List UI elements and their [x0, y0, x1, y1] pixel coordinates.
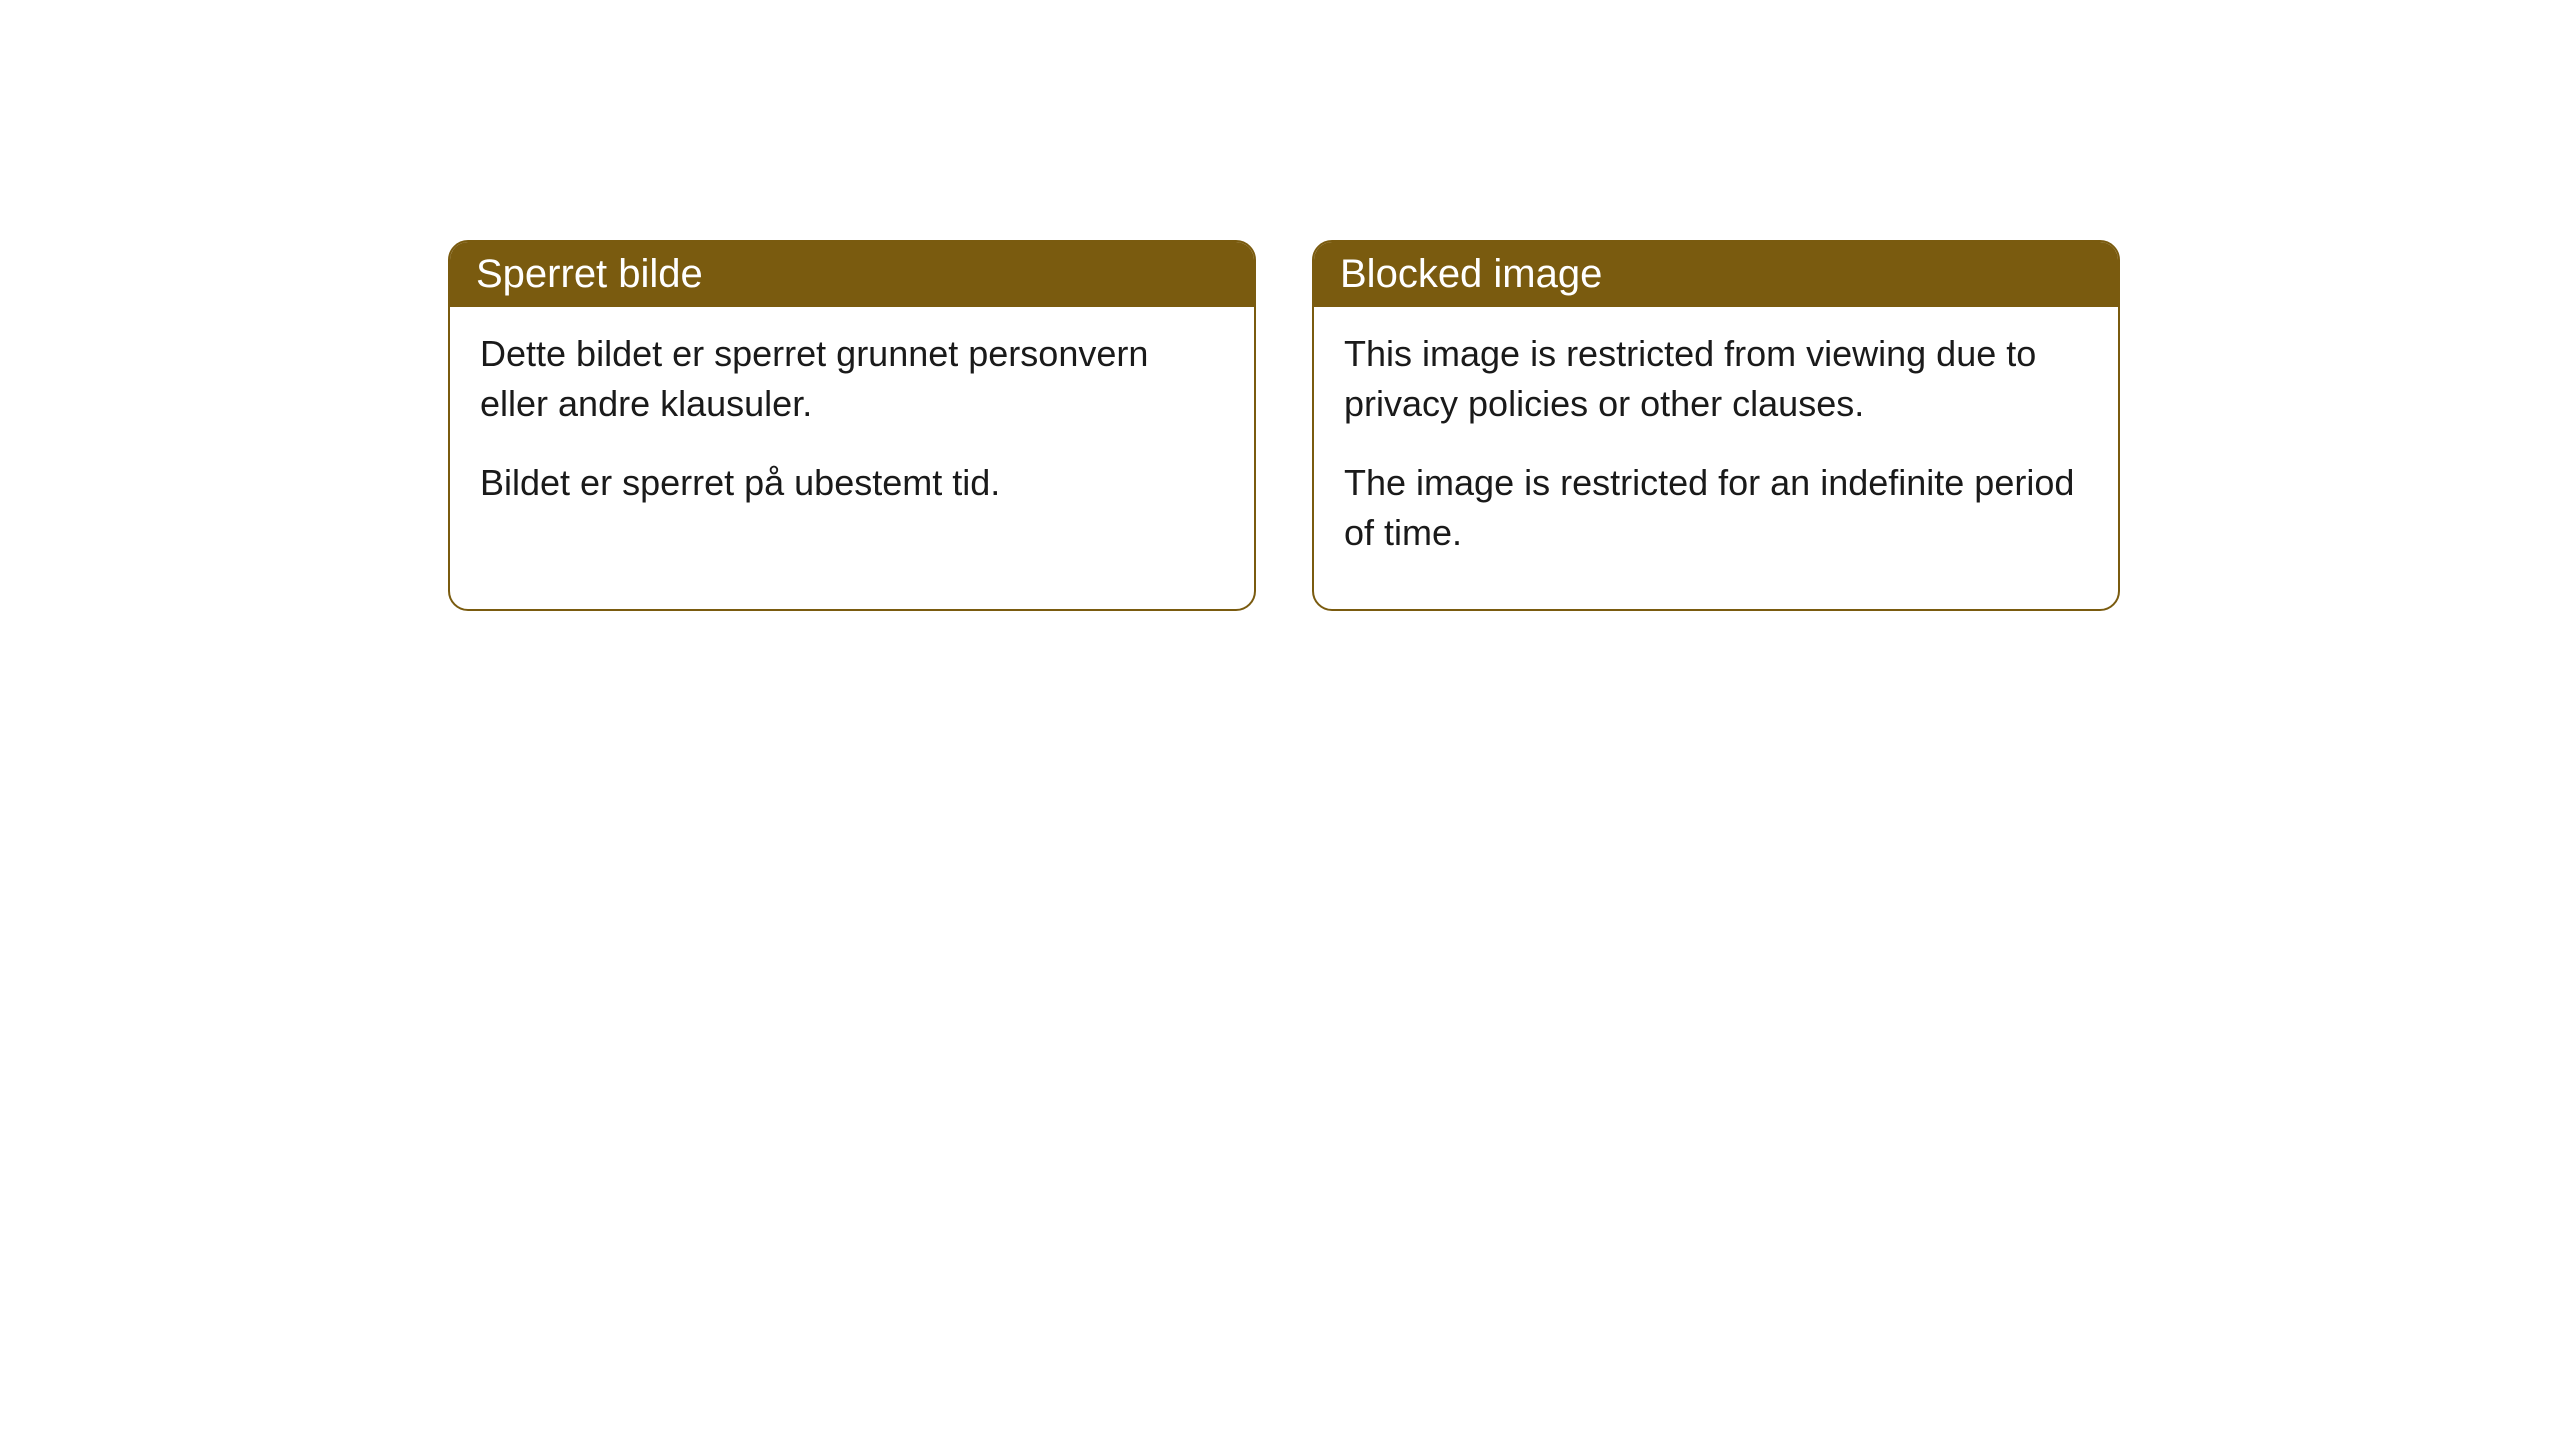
card-paragraph: Bildet er sperret på ubestemt tid.	[480, 458, 1224, 508]
notice-container: Sperret bilde Dette bildet er sperret gr…	[448, 240, 2120, 611]
card-title: Blocked image	[1340, 252, 1602, 296]
card-paragraph: The image is restricted for an indefinit…	[1344, 458, 2088, 559]
card-header: Sperret bilde	[450, 242, 1254, 307]
card-paragraph: This image is restricted from viewing du…	[1344, 329, 2088, 430]
card-title: Sperret bilde	[476, 252, 703, 296]
card-body: Dette bildet er sperret grunnet personve…	[450, 307, 1254, 558]
card-header: Blocked image	[1314, 242, 2118, 307]
notice-card-english: Blocked image This image is restricted f…	[1312, 240, 2120, 611]
notice-card-norwegian: Sperret bilde Dette bildet er sperret gr…	[448, 240, 1256, 611]
card-body: This image is restricted from viewing du…	[1314, 307, 2118, 609]
card-paragraph: Dette bildet er sperret grunnet personve…	[480, 329, 1224, 430]
